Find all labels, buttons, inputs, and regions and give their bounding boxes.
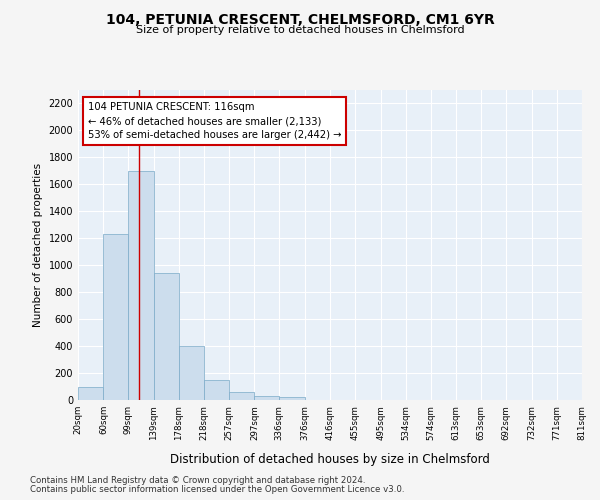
- Text: 104, PETUNIA CRESCENT, CHELMSFORD, CM1 6YR: 104, PETUNIA CRESCENT, CHELMSFORD, CM1 6…: [106, 12, 494, 26]
- Bar: [280, 398, 305, 400]
- Bar: [103, 234, 128, 400]
- Bar: [179, 346, 204, 400]
- Bar: [229, 392, 254, 400]
- Bar: [154, 274, 179, 400]
- Bar: [128, 171, 154, 400]
- Bar: [78, 386, 103, 400]
- Text: Distribution of detached houses by size in Chelmsford: Distribution of detached houses by size …: [170, 452, 490, 466]
- Text: Contains HM Land Registry data © Crown copyright and database right 2024.: Contains HM Land Registry data © Crown c…: [30, 476, 365, 485]
- Bar: [254, 396, 280, 400]
- Text: Size of property relative to detached houses in Chelmsford: Size of property relative to detached ho…: [136, 25, 464, 35]
- Text: 104 PETUNIA CRESCENT: 116sqm
← 46% of detached houses are smaller (2,133)
53% of: 104 PETUNIA CRESCENT: 116sqm ← 46% of de…: [88, 102, 341, 140]
- Text: Contains public sector information licensed under the Open Government Licence v3: Contains public sector information licen…: [30, 485, 404, 494]
- Y-axis label: Number of detached properties: Number of detached properties: [33, 163, 43, 327]
- Bar: [204, 380, 229, 400]
